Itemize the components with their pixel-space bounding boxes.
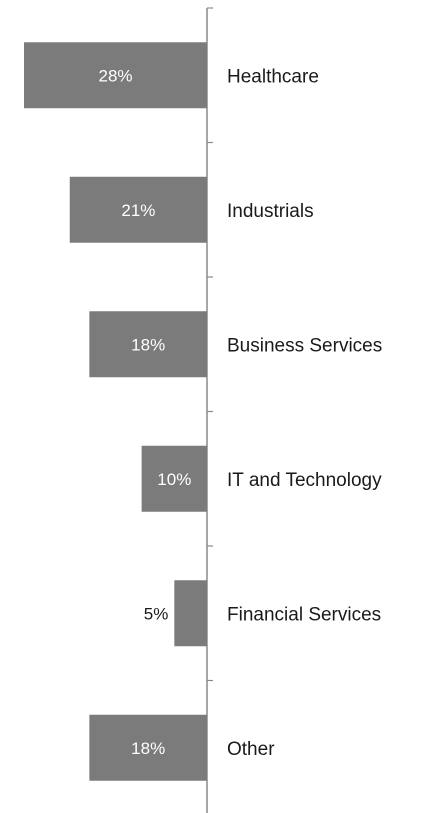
bar-financial-services [174,580,207,647]
category-labels-group: Healthcare Industrials Business Services IT… [227,66,382,760]
bar-business-services [89,311,207,378]
bars-group [24,42,207,781]
value-label-financial-services: 5% [144,604,169,623]
value-label-business-services: 18% [131,335,165,354]
bar-other [89,714,207,781]
bar-healthcare [24,42,207,109]
category-label-healthcare: Healthcare [227,66,319,87]
axis-ticks [207,7,213,682]
bar-industrials [69,176,207,243]
value-label-it-and-technology: 10% [157,470,191,489]
category-label-financial-services: Financial Services [227,604,381,625]
category-label-it-and-technology: IT and Technology [227,470,382,491]
value-label-healthcare: 28% [98,66,132,85]
category-label-other: Other [227,739,275,760]
value-labels-group: 28% 21% 18% 10% 5% 18% [98,66,191,758]
category-label-business-services: Business Services [227,335,382,356]
value-label-industrials: 21% [121,201,155,220]
bar-it-and-technology [141,445,207,512]
category-label-industrials: Industrials [227,201,314,222]
value-label-other: 18% [131,739,165,758]
